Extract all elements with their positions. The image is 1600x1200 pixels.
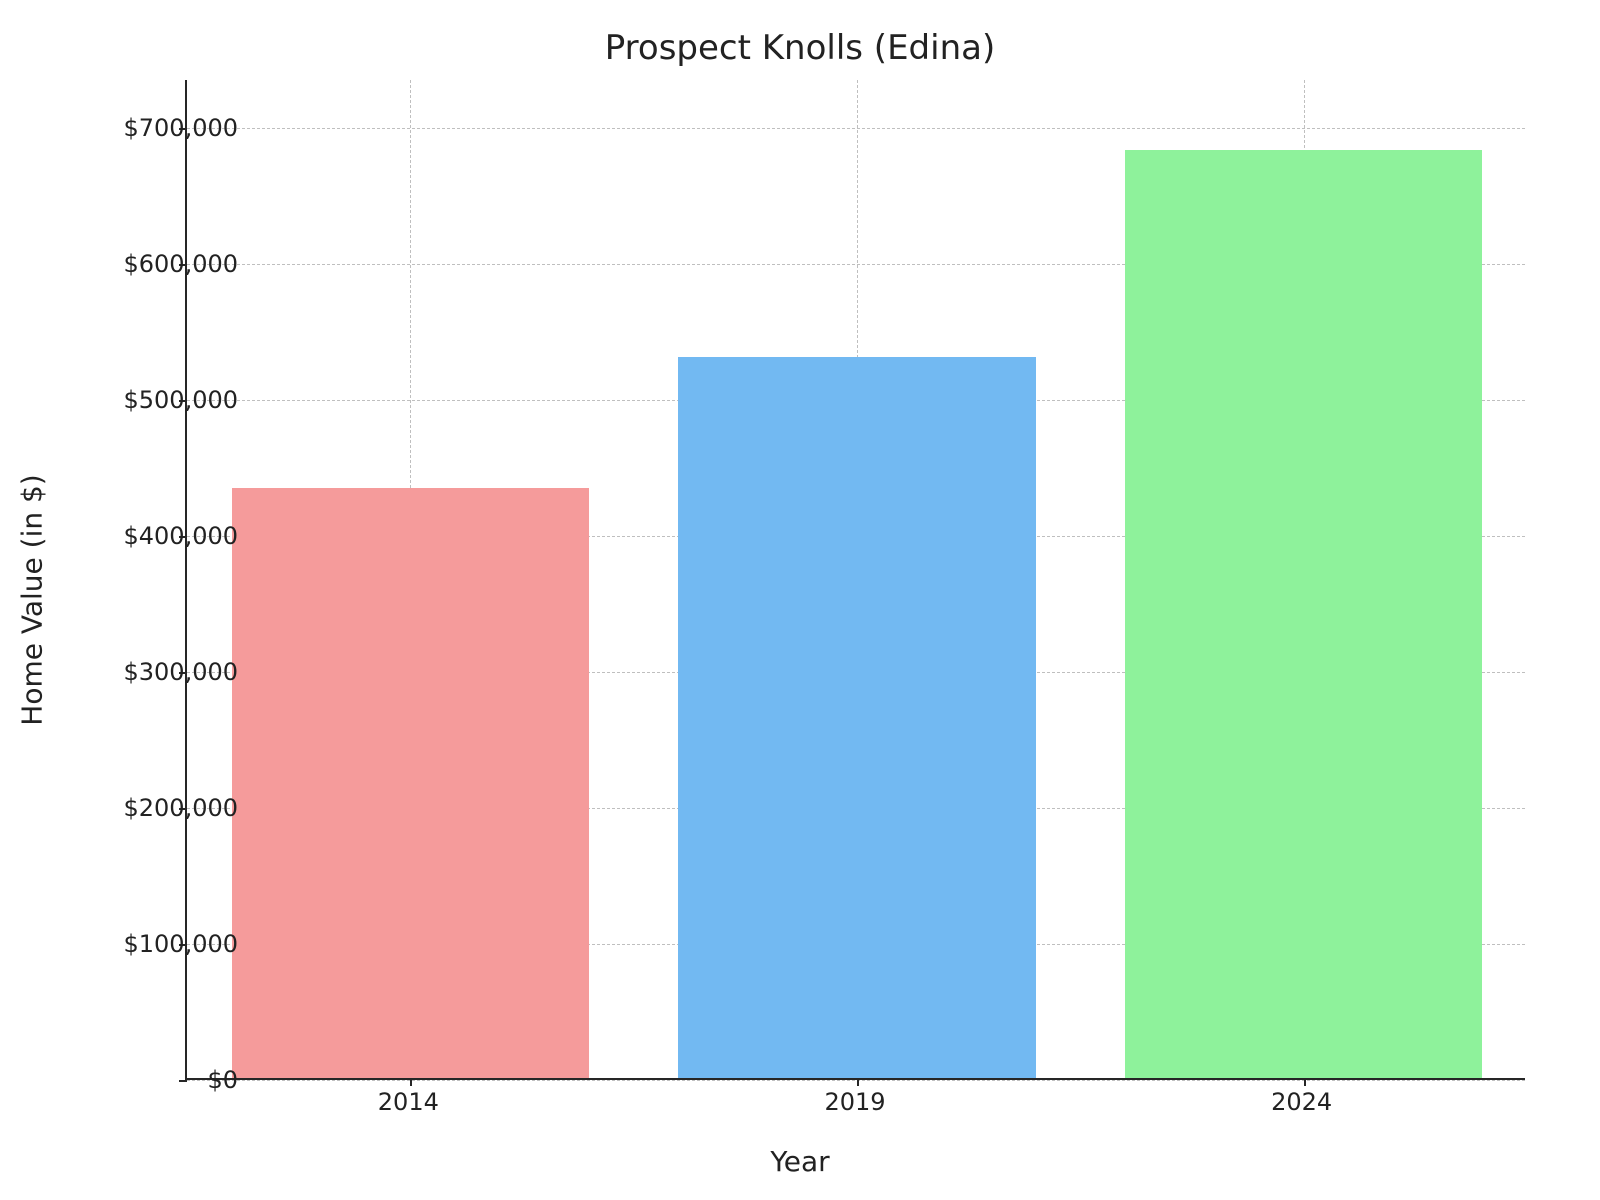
xtick-label: 2019 [824, 1088, 885, 1116]
bar [232, 488, 589, 1078]
ytick-label: $600,000 [88, 250, 238, 278]
xtick-mark [857, 1078, 859, 1086]
ytick-label: $0 [88, 1066, 238, 1094]
grid-line-h [187, 128, 1525, 129]
bar [678, 357, 1035, 1078]
xtick-mark [1304, 1078, 1306, 1086]
grid-line-h [187, 1080, 1525, 1081]
ytick-label: $500,000 [88, 386, 238, 414]
xtick-label: 2024 [1271, 1088, 1332, 1116]
bar [1125, 150, 1482, 1078]
chart-title: Prospect Knolls (Edina) [0, 28, 1600, 68]
ytick-label: $200,000 [88, 794, 238, 822]
ytick-label: $700,000 [88, 114, 238, 142]
xtick-label: 2014 [378, 1088, 439, 1116]
chart-container: Prospect Knolls (Edina) Home Value (in $… [0, 0, 1600, 1200]
plot-area [185, 80, 1525, 1080]
x-axis-label: Year [0, 1145, 1600, 1178]
ytick-label: $400,000 [88, 522, 238, 550]
ytick-label: $100,000 [88, 930, 238, 958]
y-axis-label: Home Value (in $) [16, 474, 49, 725]
xtick-mark [410, 1078, 412, 1086]
ytick-label: $300,000 [88, 658, 238, 686]
